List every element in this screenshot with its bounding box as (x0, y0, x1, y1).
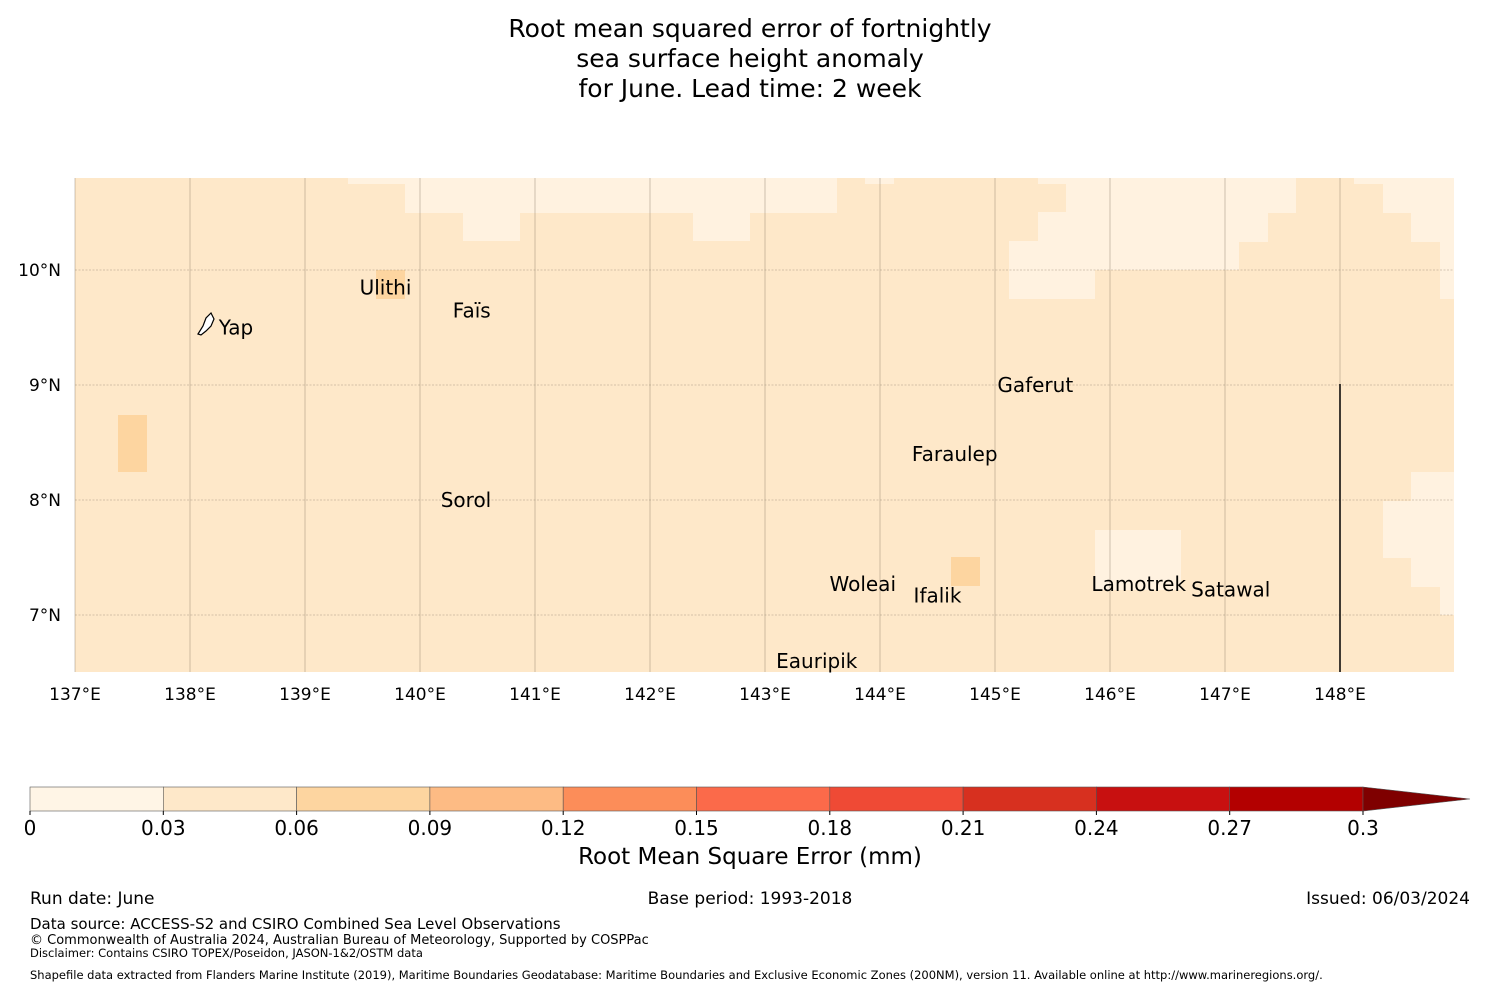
darker-cell (951, 557, 980, 586)
light-cell (865, 178, 894, 184)
place-labels: Yap Ulithi Faïs Gaferut Faraulep Sorol Woleai I… (218, 275, 1271, 673)
y-tick-label: 9°N (29, 376, 61, 396)
x-tick-label: 147°E (1199, 685, 1251, 705)
colorbar-tick-label: 0.09 (408, 816, 453, 840)
darker-cell (118, 415, 147, 472)
place-label: Satawal (1191, 578, 1270, 602)
light-cell (1383, 184, 1454, 213)
colorbar-segment (1096, 786, 1231, 812)
colorbar-tick-label: 0 (24, 816, 37, 840)
gridlines (74, 178, 1454, 672)
colorbar-extend-arrow (1362, 786, 1471, 812)
colorbar-tick-label: 0.06 (274, 816, 319, 840)
colorbar-segment (962, 786, 1097, 812)
colorbar-tick-label: 0.3 (1347, 816, 1379, 840)
colorbar-segment (829, 786, 964, 812)
y-tick-labels: 10°N 9°N 8°N 7°N (18, 261, 61, 626)
darker-cell (376, 270, 405, 299)
light-cell (693, 178, 750, 241)
x-tick-label: 138°E (164, 685, 216, 705)
colorbar-label: Root Mean Square Error (mm) (578, 844, 922, 870)
x-tick-label: 143°E (739, 685, 791, 705)
y-tick-label: 8°N (29, 491, 61, 511)
light-cell (1038, 212, 1268, 242)
colorbar-segment (429, 786, 564, 812)
place-label: Faïs (453, 298, 491, 322)
light-cell (1383, 501, 1454, 558)
colorbar-tick-label: 0.15 (674, 816, 719, 840)
light-cell (1440, 586, 1454, 615)
copyright: © Commonwealth of Australia 2024, Austra… (30, 933, 649, 948)
colorbar-segment (296, 786, 431, 812)
light-cell (1066, 178, 1296, 213)
light-cell (1411, 212, 1454, 242)
map-panel: Yap Ulithi Faïs Gaferut Faraulep Sorol Woleai I… (18, 178, 1454, 705)
colorbar-segment (29, 786, 164, 812)
colorbar: 0 0.03 0.06 0.09 0.12 0.15 0.18 0.21 0.24 0.27 0.3 (24, 786, 1471, 840)
x-tick-label: 141°E (509, 685, 561, 705)
x-tick-label: 137°E (49, 685, 101, 705)
x-tick-label: 148°E (1314, 685, 1366, 705)
x-tick-label: 142°E (624, 685, 676, 705)
colorbar-tick-label: 0.27 (1207, 816, 1252, 840)
light-cell (463, 178, 520, 241)
place-label: Gaferut (997, 373, 1073, 397)
x-tick-labels: 137°E 138°E 139°E 140°E 141°E 142°E 143°E 144°E… (49, 685, 1366, 705)
place-label: Ifalik (914, 583, 962, 607)
x-tick-label: 145°E (969, 685, 1021, 705)
colorbar-tick-label: 0.18 (808, 816, 853, 840)
title-line-3: for June. Lead time: 2 week (578, 74, 922, 103)
place-label: Woleai (829, 572, 896, 596)
y-tick-label: 7°N (29, 606, 61, 626)
light-cell (1095, 530, 1181, 590)
colorbar-segment (562, 786, 697, 812)
disclaimer: Disclaimer: Contains CSIRO TOPEX/Poseido… (30, 946, 423, 960)
colorbar-tick-label: 0.24 (1074, 816, 1119, 840)
place-label: Ulithi (360, 275, 412, 299)
place-label: Eauripik (776, 649, 858, 673)
yap-island-shape (197, 311, 215, 336)
light-cell (1354, 178, 1454, 184)
x-tick-label: 139°E (279, 685, 331, 705)
light-cell (348, 178, 406, 184)
colorbar-tick-label: 0.21 (941, 816, 986, 840)
x-tick-label: 144°E (854, 685, 906, 705)
light-cells (348, 178, 1454, 615)
colorbar-segment (696, 786, 831, 812)
darker-cells (118, 270, 980, 586)
place-label: Sorol (441, 488, 492, 512)
issued-date: Issued: 06/03/2024 (1306, 889, 1470, 909)
colorbar-tick-label: 0.03 (141, 816, 186, 840)
colorbar-segment (163, 786, 297, 812)
light-cell (1411, 557, 1454, 587)
colorbar-segment (1229, 786, 1364, 812)
shapefile-credit: Shapefile data extracted from Flanders M… (30, 968, 1323, 982)
place-label: Faraulep (912, 442, 998, 466)
x-tick-label: 146°E (1084, 685, 1136, 705)
colorbar-tick-label: 0.12 (541, 816, 586, 840)
light-cell (1411, 472, 1454, 502)
x-tick-label: 140°E (394, 685, 446, 705)
light-cell (1009, 241, 1239, 270)
y-tick-label: 10°N (18, 261, 61, 281)
map-title: Root mean squared error of fortnightly s… (0, 14, 1500, 104)
title-line-1: Root mean squared error of fortnightly (508, 14, 992, 43)
data-source: Data source: ACCESS-S2 and CSIRO Combine… (30, 915, 561, 933)
place-label: Lamotrek (1091, 572, 1186, 596)
yap-island (197, 311, 215, 336)
run-date: Run date: June (30, 889, 155, 909)
title-line-2: sea surface height anomaly (576, 44, 924, 73)
base-period: Base period: 1993-2018 (647, 889, 853, 909)
place-label: Yap (218, 316, 253, 340)
light-cell (1009, 269, 1095, 299)
